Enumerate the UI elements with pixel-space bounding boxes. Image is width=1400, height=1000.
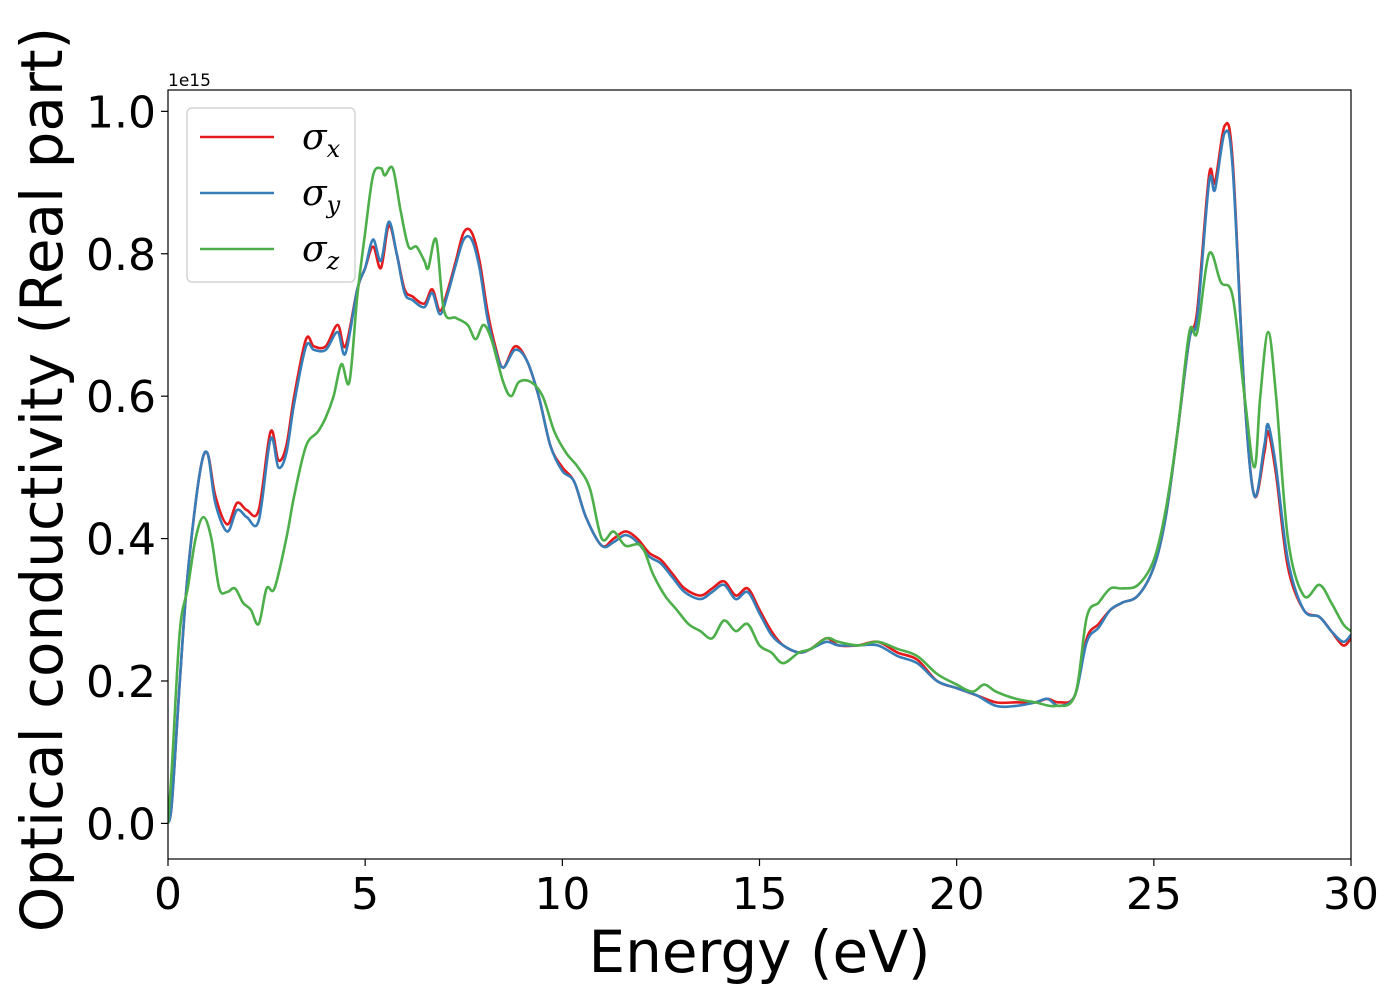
x-tick-label: 5 (351, 869, 379, 920)
y-tick-label: 0.8 (86, 230, 156, 281)
x-tick-label: 20 (929, 869, 985, 920)
legend-label-x: σx (302, 117, 341, 163)
x-axis-title: Energy (eV) (588, 918, 930, 986)
y-tick-label: 1.0 (86, 87, 156, 138)
legend-frame (186, 107, 356, 283)
series-line-z (168, 165, 1351, 824)
y-tick-label: 0.4 (86, 515, 156, 566)
x-tick-label: 10 (534, 869, 590, 920)
y-tick-label: 0.6 (86, 372, 156, 423)
legend-label-subscript: z (326, 247, 340, 275)
legend-label-symbol: σ (302, 117, 328, 158)
y-axis-ticks: 0.0 0.2 0.4 0.6 0.8 1.0 (86, 87, 168, 850)
y-tick-label: 0.2 (86, 657, 156, 708)
series-line-y (168, 129, 1351, 824)
legend-label-symbol: σ (302, 173, 328, 214)
legend-label-subscript: x (327, 135, 341, 163)
legend-label-z: σz (302, 229, 340, 275)
legend-label-subscript: y (326, 191, 341, 219)
legend-label-y: σy (302, 173, 341, 219)
x-tick-label: 0 (154, 869, 182, 920)
y-axis-title: Optical conductivity (Real part) (8, 27, 76, 932)
y-axis-multiplier: 1e15 (168, 71, 211, 91)
x-tick-label: 15 (732, 869, 788, 920)
x-axis-ticks: 0 5 10 15 20 25 30 (154, 859, 1379, 920)
x-tick-label: 30 (1323, 869, 1379, 920)
x-tick-label: 25 (1126, 869, 1182, 920)
legend-label-symbol: σ (302, 229, 328, 270)
plot-lines (168, 122, 1351, 824)
y-tick-label: 0.0 (86, 799, 156, 850)
